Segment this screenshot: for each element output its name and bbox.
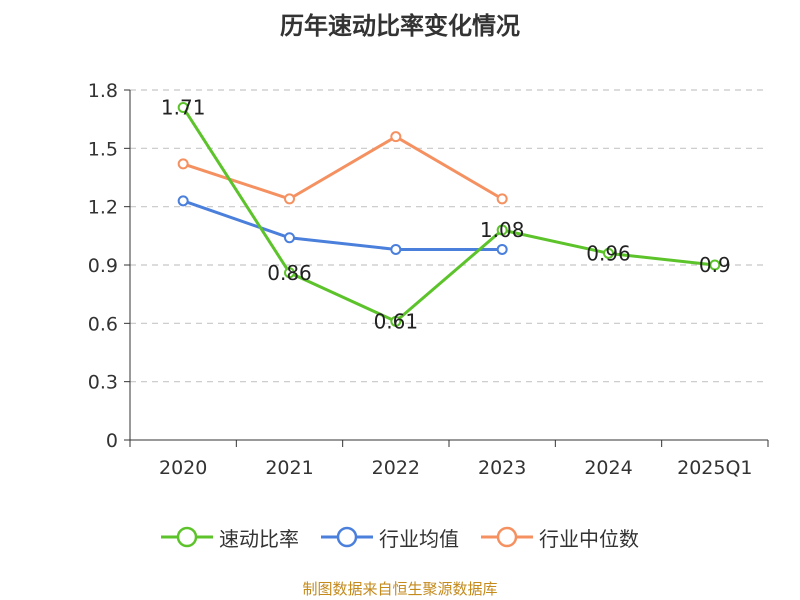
legend-item[interactable]: 行业均值 [321,523,459,552]
legend-label: 行业均值 [379,526,459,551]
grid-lines [130,89,766,383]
data-label: 0.61 [374,309,419,333]
legend-label: 速动比率 [219,526,299,551]
data-point [284,193,295,205]
y-tick-label: 1.5 [88,138,118,160]
data-point [177,158,189,170]
series-line-速动比率 [181,106,715,323]
x-tick-label: 2023 [478,457,526,479]
data-point [709,259,721,271]
legend-line-marker-icon [161,526,213,548]
y-tick-label: 0.9 [88,255,118,277]
data-label: 0.86 [267,261,312,285]
data-label: 0.9 [699,253,731,277]
legend: 速动比率 行业均值 行业中位数 [0,520,800,554]
data-point [496,193,508,205]
data-point [390,131,402,143]
data-labels: 1.71 0.86 0.61 1.08 0.96 0.9 [161,96,731,334]
data-point [284,232,295,244]
series-layer [177,102,721,327]
chart-title: 历年速动比率变化情况 [280,12,520,40]
series-line-行业中位数 [182,135,503,201]
data-point [496,243,508,255]
data-label: 1.71 [161,96,206,120]
legend-line-marker-icon [481,526,533,548]
x-tick-label: 2022 [372,457,420,479]
axes: 0 0.3 0.6 0.9 1.2 1.5 1.8 2020 2021 2022 2023 2024 2… [88,80,769,479]
x-tick-label: 2024 [584,457,632,479]
y-tick-label: 0.3 [88,372,118,394]
data-point [284,267,295,279]
y-tick-label: 0.6 [88,313,118,335]
series-line-行业均值 [182,199,503,251]
legend-line-marker-icon [321,526,373,548]
data-point [496,224,508,236]
y-tick-label: 1.8 [88,80,118,102]
data-point [390,243,402,255]
data-point [177,102,189,113]
x-tick-label: 2021 [265,457,313,479]
legend-label: 行业中位数 [539,526,639,551]
x-tick-label: 2025Q1 [677,457,752,479]
legend-item[interactable]: 行业中位数 [481,523,639,552]
source-note: 制图数据来自恒生聚源数据库 [302,580,498,598]
x-tick-label: 2020 [159,457,207,479]
y-tick-label: 0 [106,430,118,452]
data-label: 0.96 [586,241,631,265]
legend-item[interactable]: 速动比率 [161,523,299,552]
data-point [177,195,189,207]
y-tick-label: 1.2 [88,197,118,219]
data-point [603,247,614,259]
data-point [390,315,402,327]
data-label: 1.08 [480,218,525,242]
